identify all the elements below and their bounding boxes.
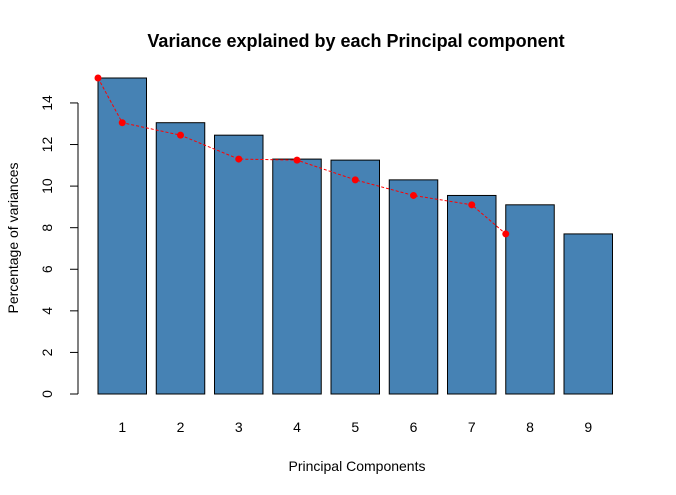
x-tick-label-2: 2 xyxy=(177,419,185,435)
bar-6 xyxy=(388,179,439,395)
x-tick-label-4: 4 xyxy=(293,419,301,435)
y-tick-label-12: 12 xyxy=(39,137,55,153)
y-axis-label: Percentage of variances xyxy=(5,163,21,314)
variance-overlay-line xyxy=(94,74,510,238)
bar-3 xyxy=(214,134,264,395)
overlay-point-7 xyxy=(410,191,417,199)
y-tick-label-8: 8 xyxy=(39,224,55,232)
bar-5 xyxy=(330,159,380,395)
overlay-point-2 xyxy=(118,119,126,127)
bar-7 xyxy=(447,194,497,395)
x-tick-label-9: 9 xyxy=(584,419,592,435)
bar-8 xyxy=(505,204,555,395)
overlay-point-6 xyxy=(351,176,359,184)
x-tick-label-1: 1 xyxy=(118,419,126,435)
x-axis-label: Principal Components xyxy=(289,458,426,474)
y-tick-label-0: 0 xyxy=(39,390,55,398)
x-tick-label-3: 3 xyxy=(235,419,243,435)
x-tick-label-8: 8 xyxy=(526,419,534,435)
overlay-point-4 xyxy=(235,155,243,163)
overlay-point-8 xyxy=(468,201,476,209)
y-tick-label-4: 4 xyxy=(39,307,55,315)
chart-title: Variance explained by each Principal com… xyxy=(147,31,564,51)
y-tick-label-2: 2 xyxy=(39,348,55,356)
bar-4 xyxy=(272,158,322,395)
y-axis: 0 2 4 6 8 10 12 14 xyxy=(39,95,79,398)
x-tick-label-5: 5 xyxy=(351,419,359,435)
y-tick-label-14: 14 xyxy=(39,95,55,111)
overlay-point-1 xyxy=(94,74,102,82)
y-tick-label-10: 10 xyxy=(39,178,55,194)
overlay-point-5 xyxy=(293,156,301,164)
x-tick-label-6: 6 xyxy=(410,419,418,435)
x-tick-labels: 1 2 3 4 5 6 7 8 9 xyxy=(118,419,592,435)
bar-1 xyxy=(97,77,147,395)
bar-9 xyxy=(563,233,613,395)
bars xyxy=(97,77,613,395)
overlay-point-3 xyxy=(177,131,184,139)
bar-2 xyxy=(155,122,206,395)
y-tick-label-6: 6 xyxy=(39,265,55,273)
x-tick-label-7: 7 xyxy=(468,419,476,435)
overlay-point-9 xyxy=(502,230,510,238)
